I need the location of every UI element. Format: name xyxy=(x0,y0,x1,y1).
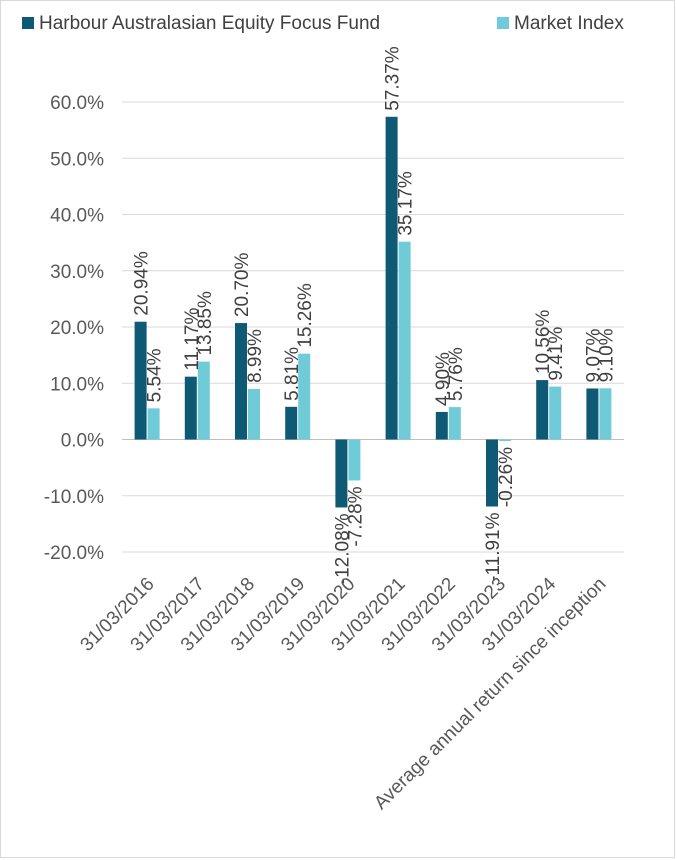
data-label: 9.41% xyxy=(546,327,567,381)
y-tick-label: 0.0% xyxy=(61,431,104,452)
bar-fund xyxy=(335,439,348,508)
data-label: 5.54% xyxy=(145,348,166,402)
data-label: 20.70% xyxy=(232,253,253,318)
y-tick-label: -20.0% xyxy=(44,543,104,564)
bar-index xyxy=(197,361,210,440)
bar-fund xyxy=(435,411,448,440)
data-label: -11.91% xyxy=(483,512,504,581)
bar-fund xyxy=(486,439,498,507)
data-label: 5.81% xyxy=(282,347,303,401)
bar-index xyxy=(348,439,361,481)
data-label: 9.10% xyxy=(596,328,617,382)
legend-label-2: Market Index xyxy=(514,13,624,34)
gridlines xyxy=(122,101,624,553)
y-tick-label: -10.0% xyxy=(44,487,104,508)
data-label: 9.07% xyxy=(583,329,604,383)
data-label: 8.99% xyxy=(245,329,266,383)
bar-index xyxy=(499,439,511,441)
legend-swatch-1 xyxy=(22,17,34,29)
data-label: -0.26% xyxy=(496,447,517,507)
data-label: 4.90% xyxy=(433,352,454,406)
y-tick-label: 20.0% xyxy=(50,318,104,339)
y-tick-label: 10.0% xyxy=(50,374,104,395)
x-axis-ticks: 31/03/201631/03/201731/03/201831/03/2019… xyxy=(77,573,611,813)
data-label: 57.37% xyxy=(383,46,404,111)
bar-fund xyxy=(184,376,197,440)
data-label: 13.85% xyxy=(195,291,216,356)
legend-swatch-2 xyxy=(497,17,509,29)
y-tick-label: 40.0% xyxy=(50,206,104,227)
data-label: 5.76% xyxy=(446,347,467,401)
data-label: -7.28% xyxy=(345,486,366,546)
x-tick-label: Average annual return since inception xyxy=(370,574,610,814)
bar-fund xyxy=(235,323,247,440)
data-label: 15.26% xyxy=(295,283,316,348)
bar-fund xyxy=(285,406,298,440)
y-tick-label: 50.0% xyxy=(50,149,104,170)
bar-index xyxy=(147,408,160,440)
bar-index xyxy=(448,407,461,440)
bar-index xyxy=(599,388,612,440)
data-label: 10.56% xyxy=(533,310,554,375)
bars xyxy=(134,116,612,508)
bar-index xyxy=(298,353,311,440)
data-label: 20.94% xyxy=(132,251,153,316)
y-axis-ticks: 60.0% 50.0% 40.0% 30.0% 20.0% 10.0% 0.0% -10.0%… xyxy=(44,93,104,564)
bar-fund xyxy=(536,380,549,440)
data-label: -12.08% xyxy=(332,513,353,584)
bar-fund xyxy=(134,321,147,440)
y-tick-label: 30.0% xyxy=(50,262,104,283)
data-labels: 20.94%5.54%11.17%13.85%20.70%8.99% 5.81%1… xyxy=(132,46,618,584)
y-tick-label: 60.0% xyxy=(50,93,104,114)
bar-index xyxy=(248,388,260,440)
data-label: 35.17% xyxy=(396,171,417,236)
bar-index xyxy=(398,241,411,440)
legend-label-1: Harbour Australasian Equity Focus Fund xyxy=(39,13,380,34)
data-label: 11.17% xyxy=(182,308,203,371)
legend: Harbour Australasian Equity Focus Fund Ma… xyxy=(22,13,624,34)
bar-fund xyxy=(385,116,398,440)
bar-fund xyxy=(586,388,599,440)
bar-index xyxy=(549,386,562,440)
